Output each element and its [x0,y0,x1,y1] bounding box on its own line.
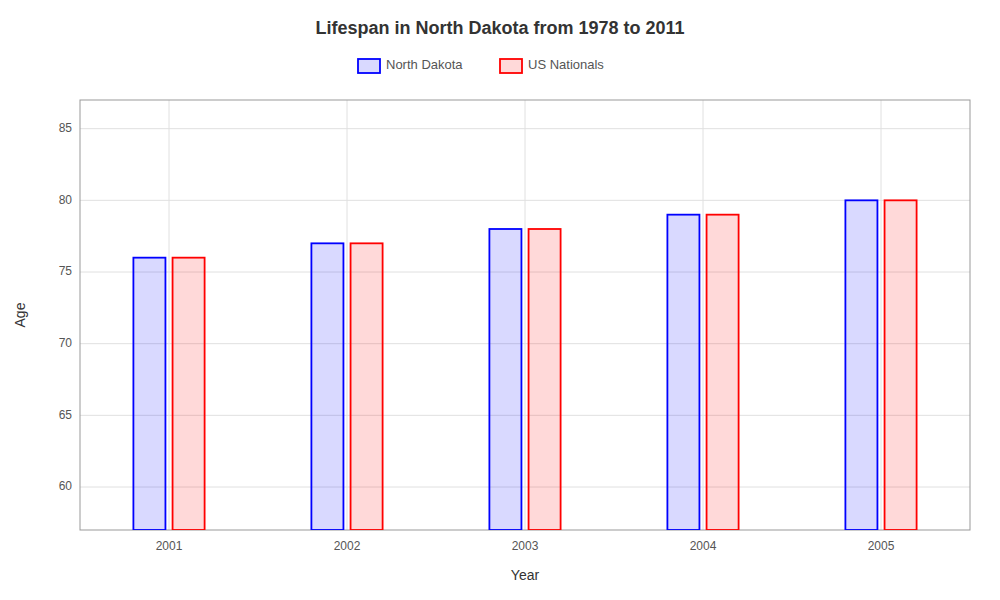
y-tick-label: 65 [59,408,73,422]
bar [529,229,561,530]
x-tick-label: 2003 [512,539,539,553]
x-grid-line [525,100,526,530]
legend-label: North Dakota [386,57,463,72]
y-axis: 60 65 70 75 80 85 [59,121,73,493]
y-tick-label: 75 [59,264,73,278]
x-grid-line [881,100,882,530]
legend-swatch [358,59,380,73]
x-tick-label: 2005 [868,539,895,553]
x-grid-line [347,100,348,530]
bar [707,215,739,530]
bar [885,200,917,530]
bar [311,243,343,530]
bar [133,258,165,530]
bars [133,200,916,530]
bar [351,243,383,530]
y-tick-label: 70 [59,336,73,350]
x-tick-label: 2001 [156,539,183,553]
x-tick-label: 2002 [334,539,361,553]
grid [80,100,970,530]
bar [489,229,521,530]
x-tick-label: 2004 [690,539,717,553]
x-grid-line [169,100,170,530]
legend-swatch [500,59,522,73]
y-tick-label: 60 [59,479,73,493]
bar [173,258,205,530]
plot-frame [80,100,970,530]
x-axis: 2001 2002 2003 2004 2005 [156,539,895,553]
legend-label: US Nationals [528,57,604,72]
y-axis-label: Age [12,302,28,327]
bar [845,200,877,530]
y-tick-label: 85 [59,121,73,135]
x-grid-line [703,100,704,530]
bar [667,215,699,530]
x-axis-label: Year [511,567,540,583]
legend: North Dakota US Nationals [358,57,604,73]
y-tick-label: 80 [59,193,73,207]
chart: 60 65 70 75 80 85 2001 2002 2003 2004 2005 Year Age L… [0,0,1000,600]
title: Lifespan in North Dakota from 1978 to 20… [315,18,684,38]
